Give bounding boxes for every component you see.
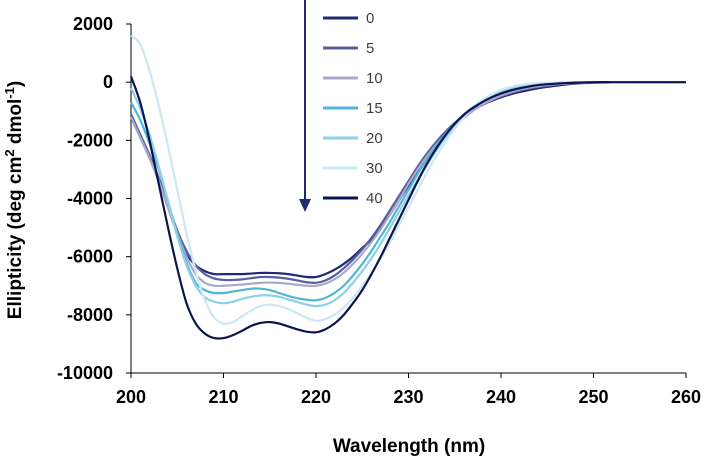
series-line-20: [129, 81, 686, 308]
y-axis-title-end: ): [5, 81, 26, 87]
x-tick-label: 250: [578, 387, 608, 407]
y-axis-title-mid: dmol: [5, 99, 26, 150]
legend-label-30: 30: [366, 160, 383, 177]
y-tick-label: -10000: [57, 363, 113, 383]
series-line-30: [130, 34, 686, 325]
y-tick-label: -6000: [67, 247, 113, 267]
series-line-10: [129, 81, 686, 288]
y-axis-title-sup1: 2: [2, 149, 17, 156]
legend-label-15: 15: [366, 100, 383, 117]
y-tick-label: 2000: [73, 14, 113, 34]
y-axis-title: Ellipticity (deg cm2 dmol-1): [2, 81, 26, 319]
x-axis-title: Wavelength (nm): [333, 436, 485, 457]
legend-label-20: 20: [366, 130, 383, 147]
y-tick-label: -4000: [67, 189, 113, 209]
series-line-40: [129, 75, 686, 340]
y-tick-label: 0: [103, 72, 113, 92]
x-tick-label: 240: [486, 387, 516, 407]
trend-arrow: [299, 0, 311, 212]
y-tick-label: -2000: [67, 130, 113, 150]
legend-label-5: 5: [366, 40, 374, 57]
x-tick-label: 220: [301, 387, 331, 407]
x-tick-label: 200: [116, 387, 146, 407]
legend-label-10: 10: [366, 70, 383, 87]
x-tick-label: 230: [393, 387, 423, 407]
y-tick-label: -8000: [67, 305, 113, 325]
y-axis-title-sup2: -1: [2, 87, 17, 99]
arrow-head: [299, 199, 311, 212]
x-tick-label: 260: [671, 387, 701, 407]
x-tick-label: 210: [208, 387, 238, 407]
legend-label-40: 40: [366, 190, 383, 207]
series-lines: [129, 34, 686, 340]
axis-labels: Wavelength (nm) Ellipticity (deg cm2 dmo…: [2, 81, 485, 457]
y-axis-title-main: Ellipticity (deg cm: [5, 157, 26, 320]
legend-label-0: 0: [366, 10, 374, 27]
legend: 0 5 10 15 20 30 40: [323, 10, 383, 207]
series-line-15: [130, 81, 686, 302]
